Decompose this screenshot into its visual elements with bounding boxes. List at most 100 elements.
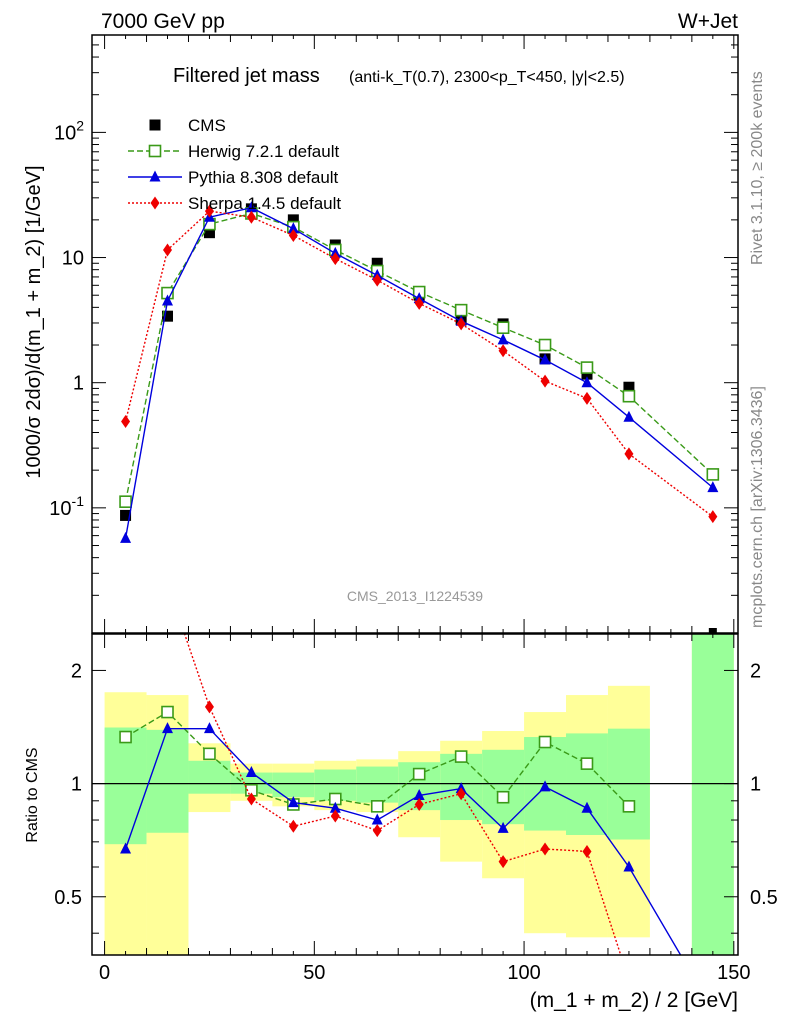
ratio-point-1-7 (413, 788, 425, 800)
legend-marker-1 (148, 144, 162, 158)
plot-title: Filtered jet mass (173, 65, 320, 87)
main-point-3-1 (163, 243, 173, 257)
ratio-plot-area (119, 634, 682, 955)
main-point-3-6 (372, 273, 382, 287)
process-label: W+Jet (678, 10, 738, 33)
main-point-2-3 (245, 201, 257, 213)
ratio-point-1-10 (539, 780, 551, 792)
main-point-2-4 (287, 222, 299, 234)
ratio-band-inner-1 (146, 729, 189, 833)
ratio-y-tick-left-2: 2 (71, 660, 82, 682)
ratio-band-inner-13 (691, 634, 734, 955)
x-tick-label-3: 150 (717, 962, 750, 984)
ratio-point-1-3 (245, 766, 257, 778)
cms-overflow-marker (708, 628, 717, 636)
ratio-point-2-8 (456, 787, 466, 801)
ratio-point-1-9 (497, 821, 509, 833)
main-point-0-2 (203, 227, 215, 239)
ratio-point-2-3 (246, 792, 256, 806)
main-point-1-10 (538, 338, 552, 352)
main-point-2-13 (707, 481, 719, 493)
main-plot-area (119, 201, 720, 543)
ratio-point-2-2 (204, 700, 214, 714)
ratio-point-0-0 (119, 730, 132, 744)
main-point-2-12 (623, 410, 635, 422)
x-tick-label-2: 100 (507, 962, 540, 984)
ratio-y-tick-left-0: 0.5 (54, 887, 82, 909)
ratio-point-2-4 (288, 819, 298, 833)
ratio-point-1-4 (287, 796, 299, 808)
x-axis-label: (m_1 + m_2) / 2 [GeV] (530, 989, 738, 1012)
legend-marker-0 (149, 119, 161, 131)
y-tick-label-0: 10-1 (49, 493, 84, 520)
ratio-line-1 (124, 727, 682, 955)
legend-label-1: Herwig 7.2.1 default (188, 142, 339, 161)
ratio-point-1-0 (120, 842, 132, 854)
main-point-1-13 (706, 468, 720, 481)
ratio-point-2-5 (330, 809, 340, 823)
main-panel (92, 35, 738, 633)
ratio-point-0-12 (622, 800, 636, 813)
analysis-watermark: CMS_2013_I1224539 (347, 588, 483, 604)
main-point-3-11 (582, 391, 592, 405)
legend-label-3: Sherpa 1.4.5 default (188, 194, 341, 213)
legend: CMS Herwig 7.2.1 default Pythia 8.308 defa… (128, 116, 341, 213)
ratio-point-0-2 (203, 747, 216, 761)
y-tick-label-2: 10 (62, 248, 84, 270)
main-point-2-0 (120, 531, 132, 543)
main-point-1-12 (622, 389, 636, 403)
x-tick-label-0: 0 (99, 962, 110, 984)
main-point-0-1 (162, 310, 174, 322)
ratio-band-inner-4 (272, 772, 315, 798)
ratio-y-tick-right-0: 0.5 (750, 887, 778, 909)
ratio-point-1-6 (371, 813, 383, 825)
legend-label-2: Pythia 8.308 default (188, 168, 339, 187)
main-line-1 (124, 212, 714, 502)
ratio-point-0-1 (161, 705, 174, 719)
legend-marker-2 (149, 170, 161, 182)
main-point-0-0 (120, 509, 132, 521)
plot-subtitle: (anti-k_T(0.7), 2300<p_T<450, |y|<2.5) (349, 69, 625, 86)
ratio-point-1-1 (162, 722, 174, 734)
main-point-3-8 (456, 317, 466, 331)
main-point-3-0 (121, 414, 131, 428)
ratio-point-0-9 (496, 790, 510, 804)
ratio-point-1-2 (203, 722, 215, 734)
mcplots-label: mcplots.cern.ch [arXiv:1306.3436] (749, 386, 766, 628)
main-point-3-12 (624, 447, 634, 461)
main-point-0-4 (287, 214, 299, 226)
main-point-1-0 (119, 495, 132, 508)
x-tick-label-1: 50 (303, 962, 325, 984)
ratio-uncertainty-bands (92, 634, 738, 955)
main-point-1-9 (496, 321, 510, 335)
main-point-2-9 (497, 333, 509, 345)
legend-marker-3 (150, 196, 160, 210)
main-point-3-2 (204, 204, 214, 218)
ratio-point-1-5 (329, 801, 341, 813)
main-line-3 (124, 210, 714, 518)
main-point-2-10 (539, 353, 551, 365)
main-point-1-11 (580, 361, 594, 374)
ratio-point-2-10 (540, 842, 550, 856)
energy-label: 7000 GeV pp (101, 10, 225, 33)
ratio-axes: 0.5 0.5 1 1 2 2 0 50 100 150 (54, 633, 778, 984)
main-point-3-9 (498, 344, 508, 358)
y-tick-label-1: 1 (73, 373, 84, 395)
main-line-2 (124, 206, 714, 539)
main-point-0-11 (581, 368, 593, 380)
ratio-point-0-10 (538, 735, 552, 749)
ratio-point-1-12 (623, 860, 635, 872)
ratio-y-tick-right-2: 2 (750, 660, 761, 682)
ratio-y-tick-left-1: 1 (71, 774, 82, 796)
ratio-band-inner-6 (356, 766, 399, 803)
rivet-label: Rivet 3.1.10, ≥ 200k events (749, 71, 766, 265)
ratio-band-inner-0 (104, 727, 147, 845)
ratio-y-tick-right-1: 1 (750, 774, 761, 796)
ratio-point-0-8 (454, 750, 468, 763)
main-point-2-1 (162, 294, 174, 306)
main-point-3-3 (246, 210, 256, 224)
y-tick-label-3: 102 (54, 117, 84, 144)
main-axes: 10-1 1 10 102 (49, 34, 739, 636)
main-point-3-5 (330, 252, 340, 266)
